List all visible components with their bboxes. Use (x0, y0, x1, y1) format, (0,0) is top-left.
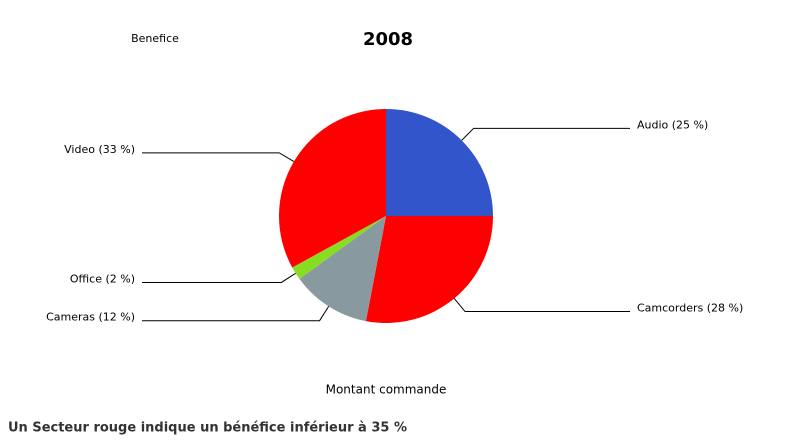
footnote: Un Secteur rouge indique un bénéfice inf… (8, 421, 407, 436)
data-label: Office (2 %) (70, 272, 135, 285)
data-label: Cameras (12 %) (46, 311, 135, 324)
x-axis-label: Montant commande (326, 383, 447, 397)
pie-slice (299, 216, 386, 322)
pie-slice (279, 109, 386, 268)
data-label: Audio (25 %) (637, 118, 708, 131)
pie-slice (386, 109, 493, 216)
pie-slice (365, 216, 493, 323)
leader-line (461, 127, 630, 141)
data-label: Camcorders (28 %) (637, 302, 743, 315)
leader-line (142, 152, 295, 162)
leader-line (142, 306, 330, 322)
leader-line (453, 298, 630, 313)
chart-subtitle: Benefice (131, 32, 179, 45)
pie-slice (292, 216, 386, 279)
leader-line (142, 272, 296, 283)
chart-title: 2008 (363, 29, 413, 50)
data-label: Video (33 %) (64, 143, 135, 156)
